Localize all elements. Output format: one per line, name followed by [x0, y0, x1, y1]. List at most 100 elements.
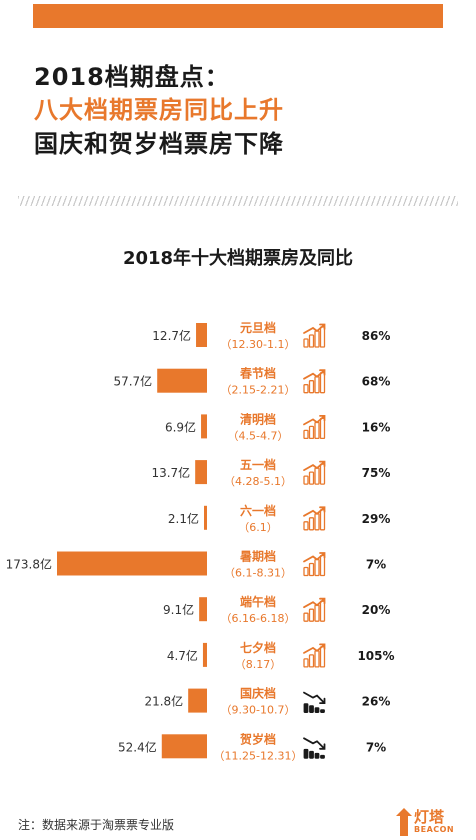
trend-icon-bar	[314, 604, 320, 622]
trend-arrow	[303, 691, 326, 704]
trend-arrow	[303, 369, 326, 380]
date-range-label: （12.30-1.1）	[221, 338, 296, 351]
value-label: 4.7亿	[167, 648, 198, 663]
yoy-label: 75%	[362, 466, 391, 480]
hatched-divider	[18, 196, 458, 206]
trend-arrow	[303, 552, 326, 563]
trend-up-icon	[303, 506, 326, 531]
value-label: 13.7亿	[151, 465, 190, 480]
trend-icon-bar	[319, 463, 326, 485]
trend-icon-bar	[308, 425, 315, 440]
category-label: 六一档	[240, 503, 276, 518]
trend-up-icon	[303, 597, 326, 622]
value-label: 12.7亿	[152, 328, 191, 343]
trend-icon-bar	[319, 326, 326, 348]
trend-up-icon	[303, 415, 326, 440]
trend-icon-bar	[308, 562, 315, 577]
trend-icon-bar	[303, 475, 309, 485]
trend-icon-bar	[314, 752, 320, 759]
trend-icon-bar	[314, 376, 320, 394]
trend-down-icon	[303, 691, 326, 714]
trend-icon-bar	[309, 705, 314, 714]
trend-arrow	[303, 643, 326, 654]
trend-arrow	[303, 597, 326, 609]
date-range-label: （4.28-5.1）	[224, 475, 292, 488]
trend-icon-bar	[308, 654, 315, 668]
trend-up-icon	[303, 323, 326, 348]
box-office-chart: 12.7亿 元旦档 （12.30-1.1） 86% 57.7亿 春节档 （2.15-2.21…	[6, 320, 395, 762]
date-range-label: （6.16-6.18）	[221, 612, 296, 625]
category-label: 贺岁档	[239, 731, 276, 746]
date-range-label: （6.1）	[238, 521, 278, 534]
bar	[195, 460, 207, 485]
trend-icon-bar	[319, 600, 326, 622]
yoy-label: 26%	[362, 695, 391, 709]
yoy-label: 29%	[362, 512, 391, 526]
trend-arrow	[303, 415, 326, 426]
category-label: 清明档	[240, 411, 276, 426]
value-label: 2.1亿	[168, 511, 199, 526]
trend-icon-bar	[308, 334, 315, 348]
value-label: 52.4亿	[118, 739, 157, 754]
trend-up-icon	[303, 552, 326, 577]
trend-icon-bar	[303, 748, 309, 759]
trend-icon-bar	[303, 703, 309, 714]
trend-icon-bar	[308, 517, 315, 531]
date-range-label: （11.25-12.31）	[214, 749, 303, 762]
date-range-label: （4.5-4.7）	[228, 429, 289, 442]
yoy-label: 86%	[362, 329, 391, 343]
trend-up-icon	[303, 460, 326, 485]
headline-line-3: 国庆和贺岁档票房下降	[34, 130, 284, 158]
yoy-label: 7%	[366, 740, 386, 754]
trend-icon-bar	[320, 754, 325, 759]
source-note: 注：数据来源于淘票票专业版	[18, 818, 175, 832]
bar	[57, 551, 207, 576]
bar	[157, 368, 207, 393]
trend-icon-bar	[319, 372, 326, 394]
logo-subtext: BEACON	[414, 825, 455, 834]
trend-arrow	[303, 506, 326, 517]
trend-icon-bar	[308, 608, 315, 622]
headline-line-2: 八大档期票房同比上升	[34, 96, 284, 124]
date-range-label: （9.30-10.7）	[221, 704, 296, 717]
trend-icon-bar	[314, 558, 320, 577]
trend-icon-bar	[314, 467, 320, 485]
value-label: 9.1亿	[163, 602, 194, 617]
value-label: 6.9亿	[165, 419, 196, 434]
beacon-logo	[396, 808, 412, 836]
category-label: 元旦档	[240, 320, 276, 335]
trend-icon-bar	[308, 380, 315, 394]
bar	[204, 505, 207, 530]
value-label: 21.8亿	[144, 694, 183, 709]
trend-icon-bar	[320, 709, 325, 714]
trend-arrow	[303, 737, 326, 750]
yoy-label: 7%	[366, 558, 386, 572]
category-label: 七夕档	[240, 640, 276, 655]
trend-icon-bar	[303, 429, 309, 440]
yoy-label: 20%	[362, 603, 391, 617]
trend-icon-bar	[309, 750, 314, 759]
logo-text: 灯塔	[414, 808, 445, 826]
trend-icon-bar	[314, 330, 320, 348]
trend-arrow	[303, 460, 326, 471]
bar	[188, 688, 207, 713]
trend-icon-bar	[303, 612, 309, 622]
chart-title: 2018年十大档期票房及同比	[122, 248, 354, 269]
trend-icon-bar	[303, 384, 309, 394]
trend-up-icon	[303, 369, 326, 394]
trend-arrow	[303, 323, 326, 334]
trend-icon-bar	[308, 471, 315, 485]
trend-icon-bar	[319, 509, 326, 531]
trend-icon-bar	[314, 707, 320, 714]
category-label: 春节档	[239, 366, 276, 381]
trend-icon-bar	[314, 650, 320, 668]
trend-icon-bar	[319, 646, 326, 668]
bar	[196, 323, 207, 347]
trend-icon-bar	[314, 421, 320, 440]
category-label: 端午档	[240, 594, 276, 609]
value-label: 173.8亿	[6, 557, 52, 572]
trend-icon-bar	[303, 566, 309, 577]
bar	[201, 414, 207, 439]
bar	[202, 642, 207, 667]
trend-up-icon	[303, 643, 326, 668]
